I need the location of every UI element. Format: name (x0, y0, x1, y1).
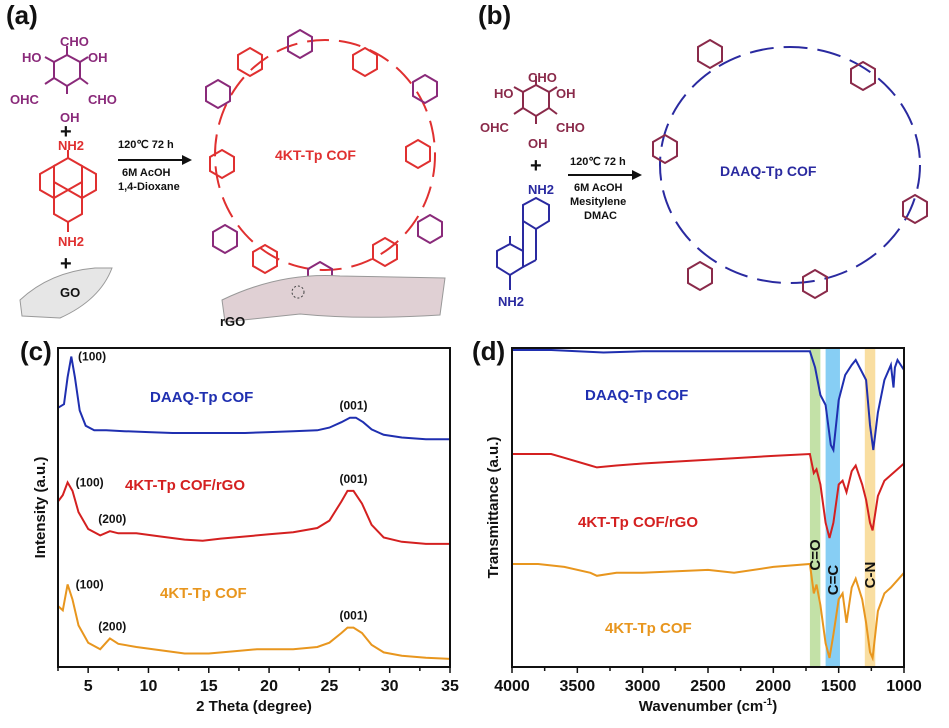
ftir-chart: DAAQ-Tp COF 4KT-Tp COF/rGO 4KT-Tp COF C=OC=… (485, 347, 922, 715)
tp-cho-top: CHO (60, 34, 89, 49)
cof-ring-daaq (652, 38, 928, 300)
condition-a-2: 6M AcOH (122, 167, 171, 179)
panel-label-c: (c) (20, 336, 52, 366)
xrd-peak-annotation: (100) (76, 475, 104, 489)
amine-nh2-top: NH2 (58, 138, 84, 153)
ftir-x-axis-label: Wavenumber (cm-1) (639, 697, 777, 715)
ftir-series-daaq-tp-cof (512, 349, 905, 454)
product-label-daaq: DAAQ-Tp COF (720, 163, 817, 179)
xrd-x-tick-label: 5 (84, 678, 93, 695)
tp-b-ohc-left: OHC (480, 120, 510, 135)
ftir-x-tick-label: 2500 (690, 678, 726, 695)
cof-ring-4kt (205, 28, 443, 292)
panel-label-a: (a) (6, 0, 38, 30)
ftir-band-label-c-n: C-N (862, 562, 879, 589)
go-sheet-icon (19, 267, 113, 319)
xrd-peak-annotation: (001) (339, 472, 367, 486)
xrd-x-tick-label: 20 (260, 678, 278, 695)
plus-sign-1: + (60, 121, 72, 143)
go-label: GO (60, 285, 80, 300)
xrd-x-tick-label: 35 (441, 678, 459, 695)
tp-b-cho-top: CHO (528, 70, 557, 85)
xrd-peak-annotation: (200) (98, 619, 126, 633)
xrd-chart: DAAQ-Tp COF (100) (001) 4KT-Tp COF/rGO (100)… (32, 347, 459, 715)
ftir-band-label-c-c: C=C (825, 565, 842, 596)
ftir-series-label-4kt-tp-cof: 4KT-Tp COF (605, 620, 692, 637)
arrow-head-b (632, 170, 642, 180)
ftir-band-c-c (825, 348, 840, 667)
ftir-x-tick-label: 1500 (821, 678, 857, 695)
tp-molecule-a (44, 46, 89, 94)
tp-cho-right: CHO (88, 92, 117, 107)
xrd-x-axis-label: 2 Theta (degree) (196, 698, 312, 715)
xrd-series-4kt-tp-cof-rgo (57, 480, 450, 545)
condition-a-3: 1,4-Dioxane (118, 181, 180, 193)
xrd-series-4kt-tp-cof (57, 584, 451, 660)
xrd-x-tick-label: 10 (140, 678, 158, 695)
tp-oh-bottom: OH (60, 110, 80, 125)
ftir-x-tick-label: 1000 (886, 678, 922, 695)
scheme-a: CHO HO OH OHC CHO OH + NH2 NH2 + GO 120℃… (10, 28, 446, 329)
ftir-series-label-4kt-tp-cof-rgo: 4KT-Tp COF/rGO (578, 514, 698, 531)
tp-ohc-left: OHC (10, 92, 40, 107)
xrd-series-label-4kt-tp-cof: 4KT-Tp COF (160, 585, 247, 602)
xrd-x-tick-label: 15 (200, 678, 218, 695)
xrd-series-label-daaq-tp-cof: DAAQ-Tp COF (150, 389, 253, 406)
ftir-x-tick-label: 3000 (625, 678, 661, 695)
ftir-y-axis-label: Transmittance (a.u.) (485, 437, 502, 579)
xrd-series-daaq-tp-cof (57, 356, 450, 441)
tp-b-cho-right: CHO (556, 120, 585, 135)
tp-molecule-b (513, 76, 558, 124)
condition-b-3: Mesitylene (570, 196, 626, 208)
tp-b-ho-left: HO (494, 86, 514, 101)
xrd-plot-frame (57, 347, 451, 668)
panel-label-d: (d) (472, 336, 506, 366)
condition-b-1: 120℃ 72 h (570, 156, 626, 168)
tp-b-oh-right: OH (556, 86, 576, 101)
xrd-x-tick-label: 30 (381, 678, 399, 695)
xrd-peak-annotation: (001) (339, 609, 367, 623)
ftir-series-4kt-tp-cof-rgo (512, 452, 905, 539)
scheme-b: CHO HO OH OHC CHO OH + NH2 NH2 120℃ 72 h… (480, 38, 928, 309)
xrd-peak-annotation: (200) (98, 512, 126, 526)
ftir-band-c-o (809, 348, 821, 667)
arrow-head-a (182, 155, 192, 165)
daaq-nh2-top: NH2 (528, 182, 554, 197)
xrd-x-tick-label: 25 (320, 678, 338, 695)
xrd-peak-annotation: (100) (78, 350, 106, 364)
xrd-series-label-4kt-tp-cof-rgo: 4KT-Tp COF/rGO (125, 477, 245, 494)
xrd-peak-annotation: (100) (76, 577, 104, 591)
xrd-y-axis-label: Intensity (a.u.) (32, 457, 49, 559)
condition-b-2: 6M AcOH (574, 182, 623, 194)
ftir-band-label-c-o: C=O (807, 539, 824, 571)
ftir-x-tick-label: 3500 (560, 678, 596, 695)
tp-oh-right: OH (88, 50, 108, 65)
ftir-x-tick-label: 2000 (756, 678, 792, 695)
ftir-x-tick-label: 4000 (494, 678, 530, 695)
product-label-4kt: 4KT-Tp COF (275, 147, 356, 163)
amine-molecule-daaq (496, 196, 550, 290)
rgo-sheet-icon (221, 275, 446, 323)
condition-a-1: 120℃ 72 h (118, 139, 174, 151)
tp-ho-left: HO (22, 50, 42, 65)
plus-sign-b: + (530, 155, 542, 177)
ftir-series-label-daaq-tp-cof: DAAQ-Tp COF (585, 387, 688, 404)
xrd-peak-annotation: (001) (339, 399, 367, 413)
plus-sign-2: + (60, 253, 72, 275)
amine-molecule-4kt (39, 150, 97, 232)
ftir-series-4kt-tp-cof (512, 562, 905, 662)
panel-label-b: (b) (478, 0, 512, 30)
amine-nh2-bottom: NH2 (58, 234, 84, 249)
ftir-band-c-n (864, 348, 876, 667)
rgo-label: rGO (220, 314, 245, 329)
daaq-nh2-bottom: NH2 (498, 294, 524, 309)
tp-b-oh-bottom: OH (528, 136, 548, 151)
condition-b-4: DMAC (584, 210, 617, 222)
